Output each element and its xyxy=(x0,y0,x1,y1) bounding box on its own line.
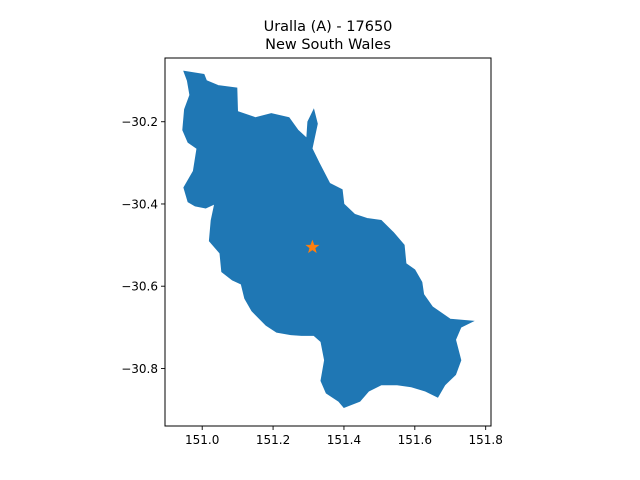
region-uralla-polygon xyxy=(182,70,475,408)
y-tick-label: −30.8 xyxy=(121,362,158,376)
x-tick-label: 151.4 xyxy=(327,433,361,447)
x-axis: 151.0 151.2 151.4 151.6 151.8 xyxy=(185,426,503,447)
axes-frame xyxy=(164,57,492,427)
chart-title-line-1: Uralla (A) - 17650 xyxy=(264,19,393,35)
y-tick-label: −30.4 xyxy=(121,197,158,211)
x-tick-label: 151.2 xyxy=(256,433,290,447)
centroid-star-marker xyxy=(305,239,320,254)
y-axis: −30.2 −30.4 −30.6 −30.8 xyxy=(121,115,165,376)
y-tick-label: −30.6 xyxy=(121,280,158,294)
x-tick-label: 151.8 xyxy=(469,433,503,447)
y-tick-label: −30.2 xyxy=(121,115,158,129)
chart-title-line-2: New South Wales xyxy=(265,37,391,53)
x-tick-label: 151.6 xyxy=(398,433,432,447)
x-tick-label: 151.0 xyxy=(185,433,219,447)
plot-area xyxy=(182,70,475,408)
